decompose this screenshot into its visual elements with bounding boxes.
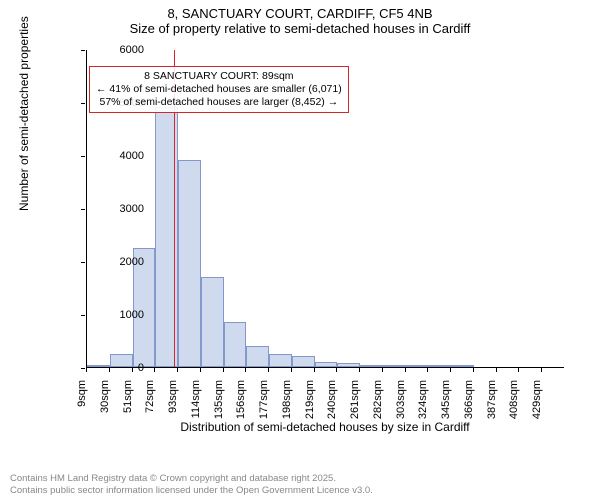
footer-line-1: Contains HM Land Registry data © Crown c… xyxy=(10,473,373,484)
histogram-bar xyxy=(451,365,474,367)
x-tick-mark xyxy=(405,368,406,372)
histogram-bar xyxy=(428,365,451,367)
histogram-bar xyxy=(201,277,224,367)
x-tick-label: 429sqm xyxy=(531,380,543,430)
annotation-line-1: 8 SANCTUARY COURT: 89sqm xyxy=(96,70,342,83)
y-tick-mark xyxy=(81,156,85,157)
x-tick-label: 387sqm xyxy=(486,380,498,430)
x-tick-mark xyxy=(154,368,155,372)
annotation-line-2: ← 41% of semi-detached houses are smalle… xyxy=(96,83,342,96)
annotation-box: 8 SANCTUARY COURT: 89sqm← 41% of semi-de… xyxy=(89,66,349,113)
y-tick-label: 0 xyxy=(100,362,144,374)
annotation-line-3: 57% of semi-detached houses are larger (… xyxy=(96,96,342,109)
x-tick-label: 135sqm xyxy=(213,380,225,430)
x-tick-label: 324sqm xyxy=(417,380,429,430)
x-tick-mark xyxy=(427,368,428,372)
y-tick-label: 4000 xyxy=(100,150,144,162)
histogram-bar xyxy=(383,365,406,367)
x-tick-mark xyxy=(223,368,224,372)
histogram-bar xyxy=(406,365,429,367)
x-tick-mark xyxy=(109,368,110,372)
x-tick-mark xyxy=(245,368,246,372)
x-tick-mark xyxy=(336,368,337,372)
histogram-bar xyxy=(337,363,360,367)
y-axis-label: Number of semi-detached properties xyxy=(17,16,31,211)
footer-attribution: Contains HM Land Registry data © Crown c… xyxy=(10,473,373,496)
histogram-bar xyxy=(315,362,338,367)
x-tick-label: 51sqm xyxy=(122,380,134,430)
x-tick-label: 156sqm xyxy=(235,380,247,430)
x-tick-mark xyxy=(359,368,360,372)
x-tick-label: 72sqm xyxy=(144,380,156,430)
x-tick-label: 261sqm xyxy=(349,380,361,430)
title-line-1: 8, SANCTUARY COURT, CARDIFF, CF5 4NB xyxy=(0,6,600,21)
x-tick-label: 303sqm xyxy=(395,380,407,430)
x-tick-mark xyxy=(382,368,383,372)
plot-area: 8 SANCTUARY COURT: 89sqm← 41% of semi-de… xyxy=(86,50,564,368)
histogram-bar xyxy=(269,354,292,367)
y-tick-mark xyxy=(81,368,85,369)
y-tick-mark xyxy=(81,103,85,104)
y-tick-label: 3000 xyxy=(100,203,144,215)
histogram-bar xyxy=(360,365,383,367)
y-tick-mark xyxy=(81,209,85,210)
x-tick-label: 282sqm xyxy=(372,380,384,430)
x-tick-label: 219sqm xyxy=(304,380,316,430)
x-tick-label: 114sqm xyxy=(190,380,202,430)
x-tick-label: 345sqm xyxy=(440,380,452,430)
x-tick-mark xyxy=(268,368,269,372)
x-tick-mark xyxy=(473,368,474,372)
x-tick-mark xyxy=(291,368,292,372)
histogram-bar xyxy=(178,160,201,367)
y-tick-label: 2000 xyxy=(100,256,144,268)
histogram-bar xyxy=(292,356,315,367)
x-tick-label: 30sqm xyxy=(99,380,111,430)
y-tick-mark xyxy=(81,315,85,316)
x-tick-label: 198sqm xyxy=(281,380,293,430)
histogram-bar xyxy=(224,322,247,367)
title-line-2: Size of property relative to semi-detach… xyxy=(0,21,600,36)
x-tick-mark xyxy=(177,368,178,372)
x-tick-mark xyxy=(518,368,519,372)
x-tick-label: 408sqm xyxy=(508,380,520,430)
x-tick-mark xyxy=(314,368,315,372)
x-tick-mark xyxy=(496,368,497,372)
x-tick-label: 177sqm xyxy=(258,380,270,430)
chart-container: 8 SANCTUARY COURT: 89sqm← 41% of semi-de… xyxy=(38,44,578,440)
x-tick-mark xyxy=(132,368,133,372)
y-tick-label: 1000 xyxy=(100,309,144,321)
x-tick-mark xyxy=(86,368,87,372)
x-tick-label: 240sqm xyxy=(326,380,338,430)
x-tick-mark xyxy=(450,368,451,372)
x-tick-mark xyxy=(200,368,201,372)
x-tick-mark xyxy=(541,368,542,372)
y-tick-mark xyxy=(81,50,85,51)
x-tick-label: 9sqm xyxy=(76,380,88,430)
x-tick-label: 366sqm xyxy=(463,380,475,430)
histogram-bar xyxy=(246,346,269,367)
chart-title: 8, SANCTUARY COURT, CARDIFF, CF5 4NB Siz… xyxy=(0,0,600,36)
y-tick-label: 6000 xyxy=(100,44,144,56)
y-tick-mark xyxy=(81,262,85,263)
footer-line-2: Contains public sector information licen… xyxy=(10,485,373,496)
x-tick-label: 93sqm xyxy=(167,380,179,430)
